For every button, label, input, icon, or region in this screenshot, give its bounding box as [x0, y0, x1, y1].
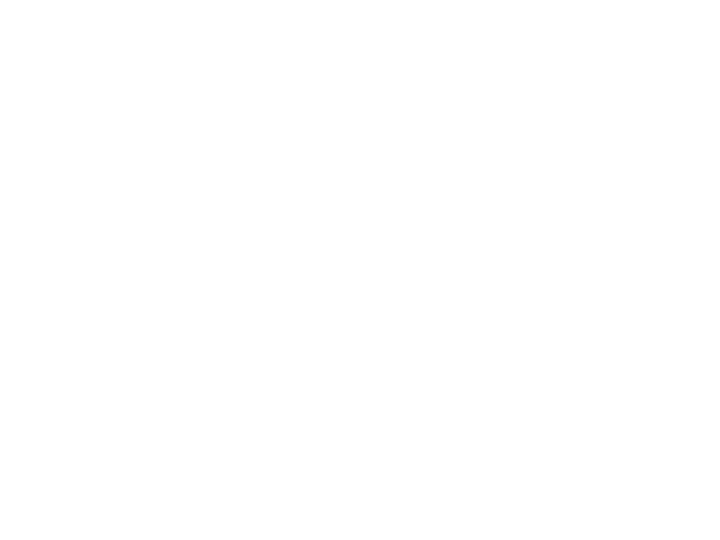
- Text: plan: plan: [179, 496, 218, 514]
- Text: ,: ,: [371, 167, 377, 185]
- Text: 89: 89: [600, 456, 620, 470]
- Text: action: action: [179, 376, 235, 394]
- Text: ←: ←: [218, 496, 245, 514]
- Text: ← groundStrips(: ← groundStrips(: [250, 406, 400, 424]
- Text: ): ): [388, 167, 395, 185]
- Text: loop: loop: [154, 227, 198, 245]
- Text: ,: ,: [356, 167, 361, 185]
- Text: if: if: [179, 436, 199, 454]
- Text: then return: then return: [399, 346, 522, 364]
- Text: = failure: = failure: [271, 436, 360, 454]
- Text: State-Space Search and the STRIPS Planner: State-Space Search and the STRIPS Planne…: [197, 456, 541, 470]
- Text: g: g: [295, 256, 307, 274]
- Text: applicables: applicables: [179, 286, 281, 305]
- Text: ,: ,: [428, 406, 434, 424]
- Text: }: }: [582, 316, 594, 334]
- Text: O: O: [341, 167, 356, 185]
- Text: .isEmpty(): .isEmpty(): [301, 346, 399, 364]
- Text: if: if: [179, 256, 199, 274]
- Text: subplan: subplan: [199, 436, 271, 454]
- Text: s: s: [179, 466, 189, 484]
- Text: g: g: [377, 167, 388, 185]
- Text: {ground instances from: {ground instances from: [204, 316, 424, 334]
- Text: failure: failure: [483, 436, 540, 454]
- Text: action: action: [434, 406, 490, 424]
- Text: · □action□: · □action□: [325, 466, 431, 484]
- Text: applicables: applicables: [199, 346, 301, 364]
- Text: ,: ,: [413, 406, 419, 424]
- Text: function: function: [129, 167, 219, 185]
- Text: subplan: subplan: [253, 466, 325, 484]
- Text: .chooseOne(): .chooseOne(): [363, 376, 483, 394]
- Text: .preconditions()): .preconditions()): [490, 406, 639, 424]
- Text: g: g: [555, 316, 567, 334]
- Text: ←: ←: [281, 286, 302, 305]
- Text: groundStrips(: groundStrips(: [219, 167, 341, 185]
- Text: s: s: [573, 316, 582, 334]
- Text: s: s: [419, 406, 428, 424]
- Text: relevant for: relevant for: [438, 316, 555, 334]
- Text: failure: failure: [522, 346, 579, 364]
- Text: ← □□: ← □□: [199, 197, 254, 214]
- Text: subplan: subplan: [179, 406, 250, 424]
- Text: -: -: [567, 316, 573, 334]
- Text: applicables: applicables: [261, 376, 363, 394]
- Text: O: O: [424, 316, 438, 334]
- Text: then return: then return: [360, 436, 483, 454]
- Text: ): ): [307, 256, 320, 274]
- Text: O: O: [400, 406, 413, 424]
- Text: ← γ(: ← γ(: [189, 466, 233, 484]
- Text: plan: plan: [245, 496, 284, 514]
- Text: · □action□: · □action□: [372, 496, 478, 514]
- Text: s: s: [233, 466, 242, 484]
- Text: Ground-STRIPS Algorithm: Ground-STRIPS Algorithm: [129, 114, 692, 153]
- Text: plan: plan: [154, 197, 199, 214]
- Text: .satisfies(: .satisfies(: [209, 256, 295, 274]
- Text: if: if: [179, 346, 199, 364]
- Text: s: s: [199, 256, 209, 274]
- Text: s: s: [361, 167, 371, 185]
- Text: then return: then return: [320, 256, 443, 274]
- Text: plan: plan: [443, 256, 482, 274]
- Text: ·: ·: [284, 496, 301, 514]
- Text: subplan: subplan: [301, 496, 372, 514]
- Text: ,: ,: [242, 466, 253, 484]
- Text: ←: ←: [235, 376, 261, 394]
